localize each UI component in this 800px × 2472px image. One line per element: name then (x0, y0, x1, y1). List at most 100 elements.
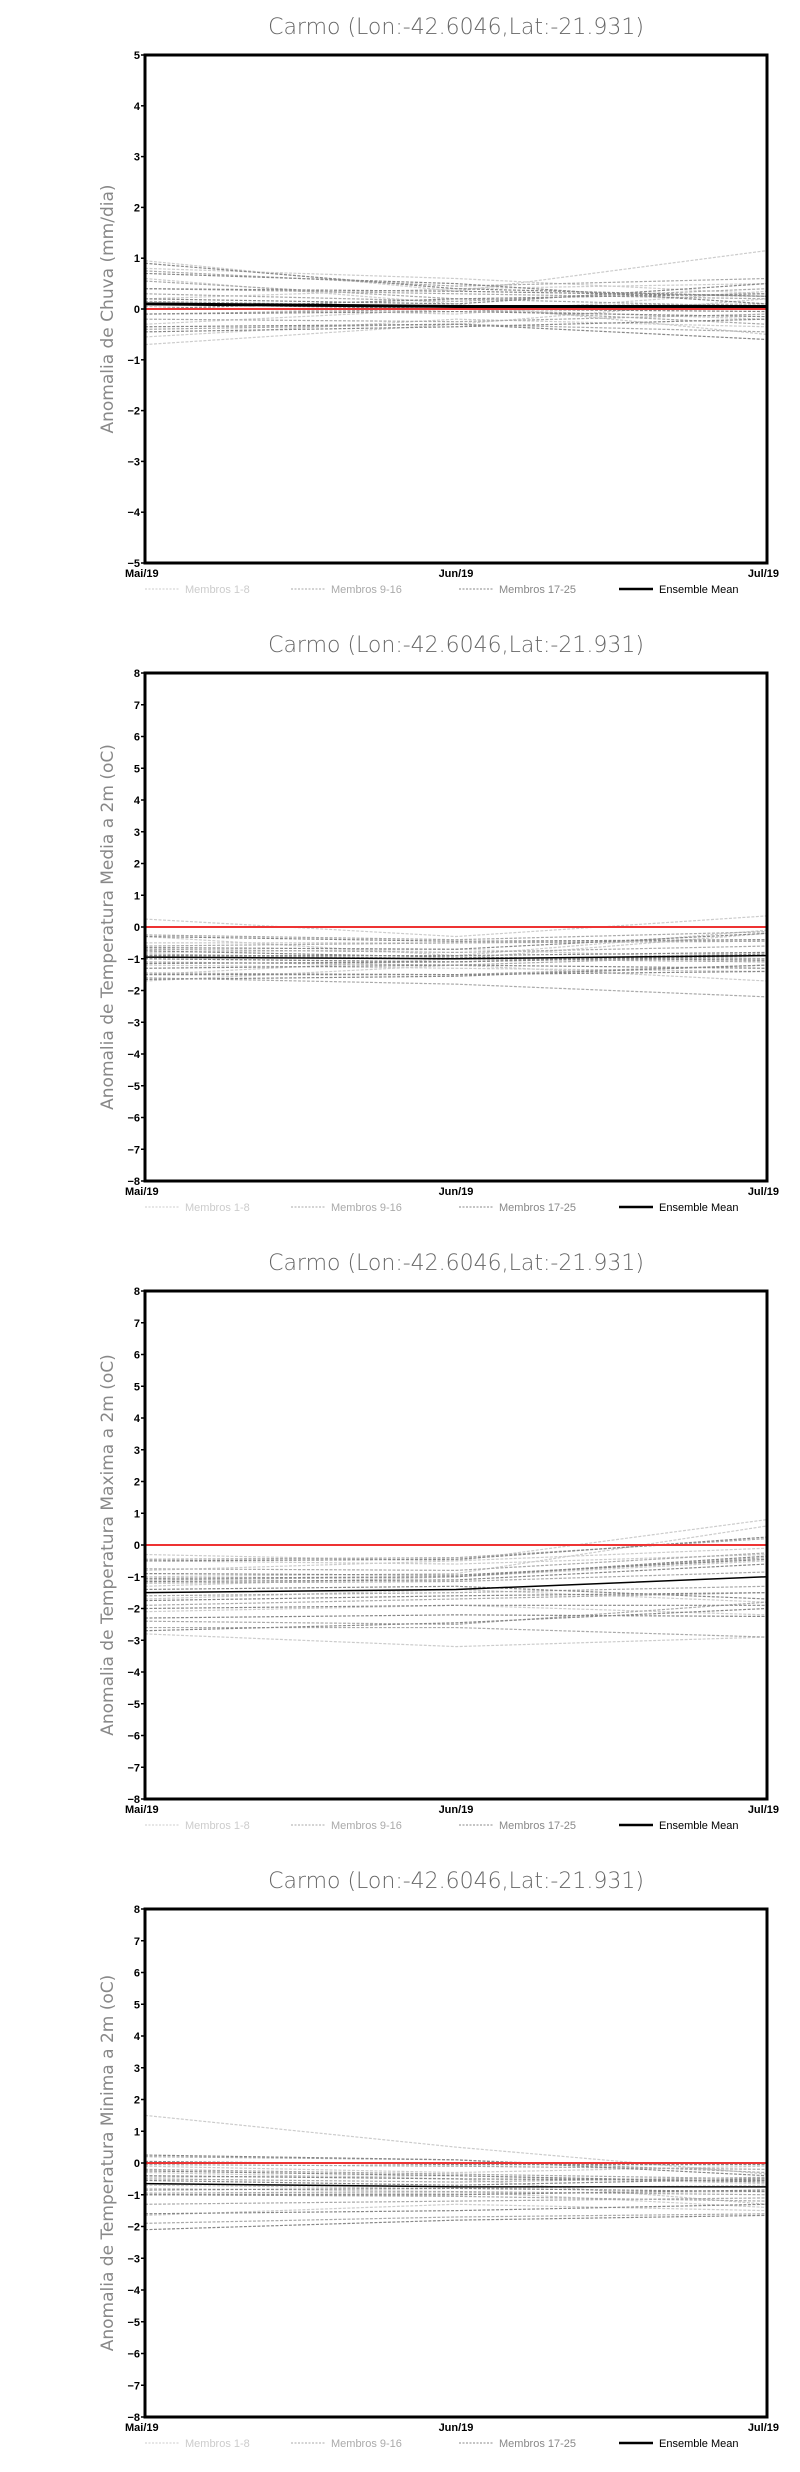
y-tick-label: −3 (127, 456, 140, 468)
y-tick-label: 7 (134, 700, 140, 712)
member-line-13 (144, 1552, 768, 1572)
y-tick-label: 2 (134, 1477, 140, 1489)
y-tick-label: −2 (127, 406, 140, 418)
y-tick-label: −8 (127, 1794, 140, 1806)
member-line-19 (144, 964, 768, 969)
member-line-21 (144, 1614, 768, 1619)
legend: Membros 1-8 Membros 9-16 Membros 17-25 Ense… (145, 2438, 739, 2450)
legend-label: Membros 17-25 (499, 1202, 576, 1214)
member-lines (144, 2114, 768, 2231)
member-line-4 (144, 1553, 768, 1565)
member-line-25 (144, 272, 768, 305)
y-tick-label: −3 (127, 2253, 140, 2265)
y-tick-label: −6 (127, 1731, 140, 1743)
y-tick-label: 2 (134, 202, 140, 214)
y-tick-label: 7 (134, 1318, 140, 1330)
y-tick-label: 1 (134, 890, 140, 902)
y-tick-label: 8 (134, 668, 140, 680)
member-line-14 (144, 2163, 768, 2170)
y-tick-label: −5 (127, 558, 140, 570)
member-lines (144, 915, 768, 998)
member-line-1 (144, 915, 768, 938)
member-line-17 (144, 2154, 768, 2177)
member-line-17 (144, 262, 768, 297)
chart-panel: Carmo (Lon:-42.6046,Lat:-21.931) Anomalia… (0, 1854, 800, 2472)
y-tick-label: −3 (127, 1635, 140, 1647)
member-line-12 (144, 1592, 768, 1606)
y-tick-label: −4 (127, 2285, 140, 2297)
legend-label: Membros 1-8 (185, 2438, 250, 2450)
member-line-25 (144, 2187, 768, 2193)
member-line-3 (144, 1604, 768, 1616)
member-line-23 (144, 318, 768, 333)
y-tick-label: −4 (127, 1049, 140, 1061)
legend-label: Ensemble Mean (659, 584, 739, 596)
y-tick-label: 3 (134, 152, 140, 164)
x-tick-label: Jul/19 (748, 568, 779, 580)
member-line-19 (144, 1604, 767, 1610)
x-tick-label: Jun/19 (439, 1804, 474, 1816)
member-line-1 (144, 2114, 768, 2175)
member-line-23 (144, 2203, 768, 2215)
member-line-5 (144, 1633, 768, 1648)
y-tick-label: −4 (127, 507, 140, 519)
x-tick-label: Mai/19 (125, 568, 159, 580)
member-line-24 (144, 2170, 768, 2183)
y-tick-label: −3 (127, 1017, 140, 1029)
member-line-9 (144, 270, 768, 287)
y-tick-label: −1 (127, 2190, 140, 2202)
y-tick-label: −6 (127, 1113, 140, 1125)
member-line-22 (145, 951, 768, 957)
member-line-15 (144, 977, 768, 998)
y-tick-label: −2 (127, 2222, 140, 2234)
y-tick-label: −5 (127, 2317, 140, 2329)
legend-label: Membros 17-25 (499, 584, 576, 596)
member-line-8 (144, 1547, 768, 1571)
y-tick-label: 4 (134, 795, 141, 807)
y-tick-label: 0 (134, 2158, 140, 2170)
y-tick-label: −7 (127, 1762, 140, 1774)
legend-label: Ensemble Mean (659, 1202, 739, 1214)
legend: Membros 1-8 Membros 9-16 Membros 17-25 Ense… (145, 1202, 739, 1214)
y-tick-label: 8 (134, 1286, 140, 1298)
legend-label: Membros 17-25 (499, 2438, 576, 2450)
y-tick-label: 6 (134, 732, 140, 744)
y-tick-label: 1 (134, 2126, 140, 2138)
member-line-6 (144, 964, 768, 973)
y-tick-label: 4 (134, 101, 141, 113)
member-line-23 (144, 1592, 768, 1602)
member-line-21 (144, 2214, 768, 2231)
member-line-21 (144, 310, 768, 318)
x-tick-label: Jul/19 (748, 1186, 779, 1198)
y-tick-label: 1 (134, 1508, 140, 1520)
member-line-11 (144, 2194, 768, 2202)
chart-svg: Carmo (Lon:-42.6046,Lat:-21.931) Anomalia… (98, 1251, 779, 1832)
member-line-14 (145, 1626, 768, 1638)
legend-label: Membros 17-25 (499, 1820, 576, 1832)
ensemble-mean-line (144, 2182, 767, 2188)
member-line-14 (144, 940, 768, 947)
member-line-20 (144, 950, 768, 961)
member-line-11 (144, 964, 768, 976)
y-tick-label: 5 (134, 50, 140, 62)
member-line-13 (144, 313, 768, 323)
x-tick-label: Mai/19 (125, 1186, 159, 1198)
y-tick-label: 2 (134, 2095, 140, 2107)
y-tick-label: 7 (134, 1936, 140, 1948)
chart-svg: Carmo (Lon:-42.6046,Lat:-21.931) Anomalia… (98, 633, 779, 1214)
member-line-13 (144, 2176, 768, 2183)
member-line-9 (144, 1538, 768, 1560)
member-line-15 (144, 2190, 768, 2196)
legend-label: Membros 1-8 (185, 584, 250, 596)
y-tick-label: 6 (134, 1968, 140, 1980)
x-tick-label: Mai/19 (125, 1804, 159, 1816)
y-tick-label: −5 (127, 1081, 140, 1093)
member-line-19 (144, 2178, 768, 2186)
member-line-25 (144, 1555, 768, 1579)
member-line-9 (144, 931, 768, 941)
y-tick-label: 5 (134, 1381, 140, 1393)
member-line-16 (144, 2197, 768, 2205)
y-tick-label: −8 (127, 1176, 140, 1188)
member-line-2 (144, 2165, 768, 2174)
